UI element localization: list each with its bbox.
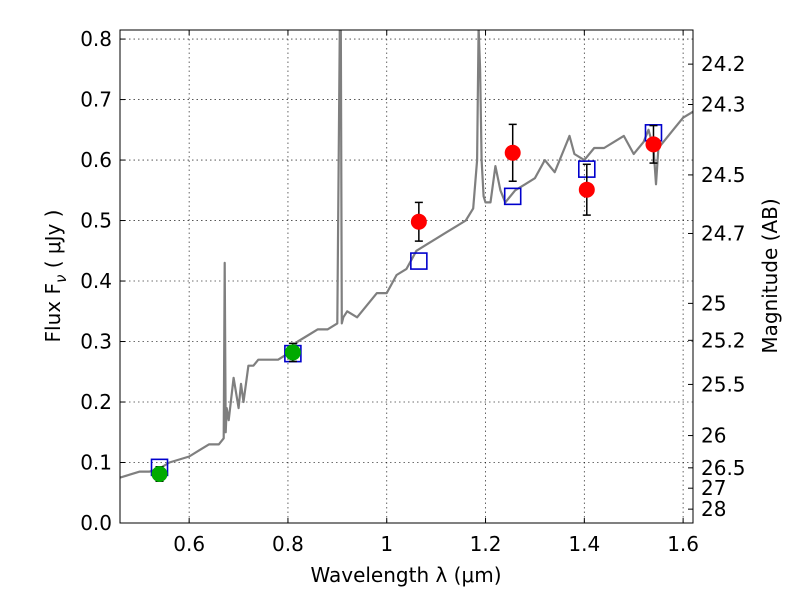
model-photometry-square bbox=[410, 252, 428, 270]
model-photometry-square bbox=[503, 187, 522, 206]
plot-background bbox=[120, 30, 693, 523]
y-tick-label: 0.7 bbox=[80, 88, 112, 112]
observed-point bbox=[645, 136, 662, 153]
x-tick-label: 1.4 bbox=[568, 532, 600, 556]
y-tick-label: 0.2 bbox=[80, 390, 112, 414]
y-tick-label: 0.3 bbox=[80, 330, 112, 354]
y-tick-label: 0.1 bbox=[80, 451, 112, 475]
mag-tick-label: 25.5 bbox=[701, 372, 746, 396]
y-axis-label-main: Flux F bbox=[41, 283, 65, 342]
y-axis-label-unit: ( μJy ) bbox=[41, 210, 65, 275]
data-series bbox=[120, 30, 693, 483]
observed-point bbox=[151, 466, 168, 483]
observed-point bbox=[284, 344, 301, 361]
mag-tick-label: 26.5 bbox=[701, 456, 746, 480]
mag-tick-label: 27 bbox=[701, 476, 726, 500]
observed-point bbox=[578, 181, 595, 198]
y-tick-label: 0.8 bbox=[80, 27, 112, 51]
mag-tick-label: 24.5 bbox=[701, 163, 746, 187]
observed-point bbox=[504, 144, 521, 161]
plot-frame bbox=[119, 29, 694, 524]
mag-tick-label: 26 bbox=[701, 424, 726, 448]
y2-axis-label: Magnitude (AB) bbox=[758, 198, 782, 353]
x-tick-label: 0.6 bbox=[173, 532, 205, 556]
x-tick-label: 1 bbox=[380, 532, 393, 556]
mag-tick-label: 24.7 bbox=[701, 221, 746, 245]
observed-point bbox=[410, 213, 427, 230]
mag-tick-label: 24.3 bbox=[701, 93, 746, 117]
y-tick-label: 0.4 bbox=[80, 269, 112, 293]
spectrum-line bbox=[120, 30, 693, 479]
x-tick-label: 0.8 bbox=[272, 532, 304, 556]
y-tick-label: 0.6 bbox=[80, 148, 112, 172]
y-tick-label: 0.5 bbox=[80, 209, 112, 233]
y-tick-label: 0.0 bbox=[80, 511, 112, 535]
mag-tick-label: 25.2 bbox=[701, 328, 746, 352]
y-axis-label-group: Flux Fν ( μJy ) bbox=[41, 210, 70, 343]
mag-tick-label: 28 bbox=[701, 497, 726, 521]
x-axis-label: Wavelength λ (μm) bbox=[310, 563, 501, 587]
mag-tick-label: 25 bbox=[701, 291, 726, 315]
mag-tick-label: 24.2 bbox=[701, 52, 746, 76]
x-tick-label: 1.6 bbox=[667, 532, 699, 556]
x-tick-label: 1.2 bbox=[470, 532, 502, 556]
y-axis-label: Flux Fν ( μJy ) bbox=[41, 210, 70, 343]
y-axis-label-subscript: ν bbox=[52, 275, 70, 283]
axis-ticks: 0.6 0.8 1 1.2 1.4 1.6 0.0 0.1 0.2 0.3 0.4 0.5 0.6 0.7… bbox=[80, 27, 745, 556]
